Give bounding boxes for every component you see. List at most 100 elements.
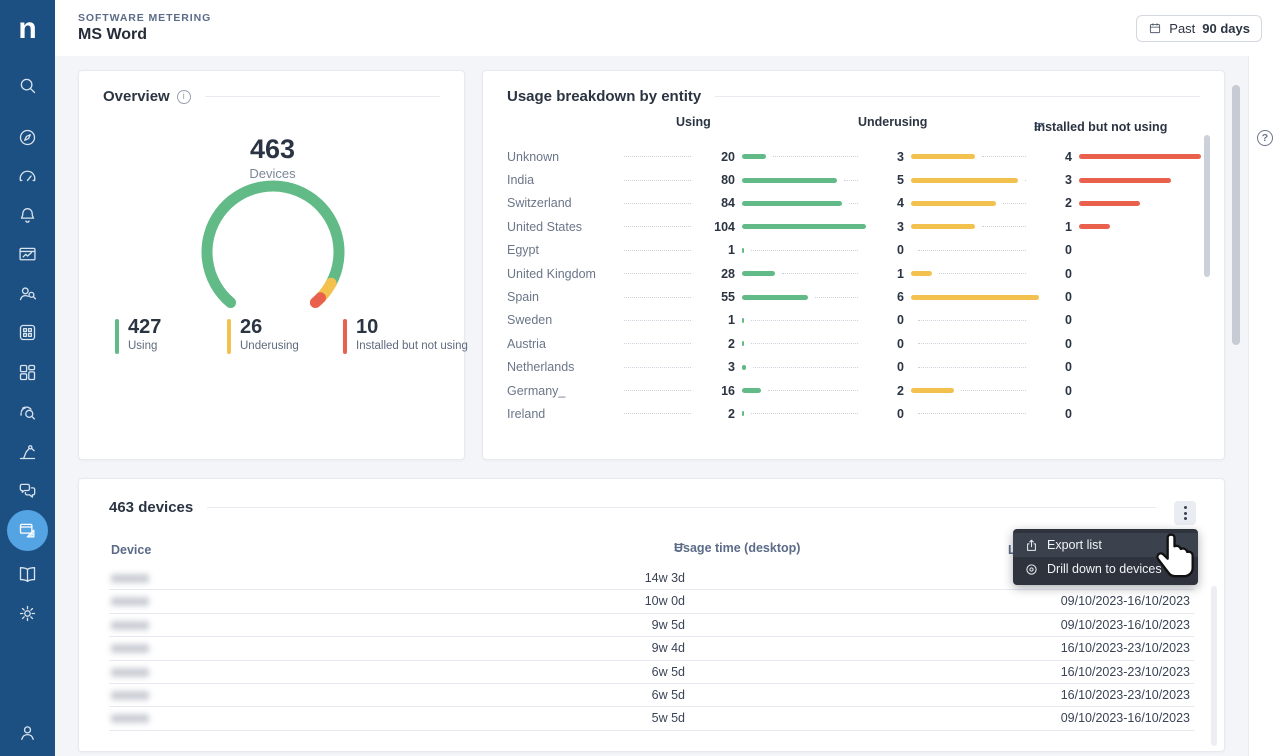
underusing-bar-zone bbox=[904, 285, 1039, 308]
usage-time-cell: 9w 5d bbox=[651, 617, 685, 632]
entity-label: Switzerland bbox=[507, 196, 572, 211]
software-metering-active-item[interactable] bbox=[7, 510, 48, 551]
using-bar bbox=[742, 177, 838, 183]
app-logo[interactable]: n bbox=[18, 12, 37, 45]
not-using-bar bbox=[1079, 154, 1201, 160]
legend-value: 10 bbox=[356, 316, 379, 338]
more-actions-button[interactable] bbox=[1174, 501, 1196, 525]
dotted-leader bbox=[814, 296, 858, 298]
entity-row: Spain 55 6 0 bbox=[507, 285, 1200, 308]
using-bar-zone bbox=[735, 285, 866, 308]
underusing-bar bbox=[911, 294, 1039, 300]
device-table-row[interactable]: 6w 5d 16/10/2023-23/10/2023 bbox=[109, 661, 1194, 684]
menu-item-export-list[interactable]: Export list bbox=[1013, 533, 1198, 557]
dotted-leader bbox=[1003, 202, 1026, 204]
monitor-chart-icon[interactable] bbox=[0, 234, 55, 274]
gauge-icon[interactable] bbox=[0, 156, 55, 196]
user-search-icon[interactable] bbox=[0, 273, 55, 313]
export-icon bbox=[1027, 539, 1036, 551]
fingerprint-search-icon[interactable] bbox=[0, 392, 55, 432]
device-table-row[interactable]: 6w 5d 16/10/2023-23/10/2023 bbox=[109, 684, 1194, 708]
dotted-leader bbox=[624, 319, 691, 321]
using-bar-zone bbox=[735, 332, 866, 355]
divider bbox=[204, 96, 440, 97]
date-range-button[interactable]: Past 90 days bbox=[1136, 14, 1262, 42]
not-using-bar-zone bbox=[1072, 262, 1200, 285]
dotted-leader bbox=[624, 156, 691, 158]
device-table-row[interactable]: 10w 0d 09/10/2023-16/10/2023 bbox=[109, 590, 1194, 614]
device-table-row[interactable]: 9w 5d 09/10/2023-16/10/2023 bbox=[109, 614, 1194, 638]
not-using-value: 0 bbox=[1065, 313, 1072, 328]
column-header-usage-time[interactable]: Usage time (desktop) bbox=[674, 540, 801, 555]
underusing-bar bbox=[911, 271, 933, 277]
entity-row: Sweden 1 0 0 bbox=[507, 309, 1200, 332]
column-header-not-using[interactable]: Installed but not using bbox=[1034, 119, 1168, 134]
dotted-leader bbox=[960, 390, 1026, 392]
chat-bubbles-icon[interactable] bbox=[0, 470, 55, 510]
using-bar-zone bbox=[735, 356, 866, 379]
devices-column-headers: Device Usage time (desktop) L bbox=[109, 540, 1194, 560]
entity-row: Unknown 20 3 4 bbox=[507, 145, 1201, 168]
open-book-icon[interactable] bbox=[0, 554, 55, 594]
page-title: MS Word bbox=[78, 26, 148, 43]
dotted-leader bbox=[624, 366, 691, 368]
entity-label: Ireland bbox=[507, 406, 546, 421]
column-header-last-used[interactable]: L bbox=[1008, 543, 1016, 557]
underusing-value: 5 bbox=[897, 173, 904, 188]
underusing-bar-zone bbox=[904, 262, 1034, 285]
column-header-device[interactable]: Device bbox=[111, 543, 152, 557]
user-icon[interactable] bbox=[0, 712, 55, 752]
underusing-value: 0 bbox=[897, 243, 904, 258]
not-using-bar-zone bbox=[1072, 309, 1200, 332]
table-scrollbar[interactable] bbox=[1211, 586, 1217, 746]
layout-blocks-icon[interactable] bbox=[0, 352, 55, 392]
dotted-leader bbox=[982, 226, 1026, 228]
devices-card: 463 devices Device Usage time (desktop) … bbox=[78, 478, 1225, 752]
underusing-bar-zone bbox=[904, 379, 1034, 402]
using-bar bbox=[742, 411, 745, 417]
dotted-leader bbox=[624, 413, 691, 415]
device-table-row[interactable]: 5w 5d 09/10/2023-16/10/2023 bbox=[109, 707, 1194, 731]
menu-item-drill-down[interactable]: Drill down to devices bbox=[1013, 557, 1198, 581]
using-bar bbox=[742, 224, 866, 230]
apps-grid-icon[interactable] bbox=[0, 312, 55, 352]
usage-time-cell: 14w 3d bbox=[644, 571, 685, 585]
not-using-bar bbox=[1079, 200, 1140, 206]
using-value: 1 bbox=[728, 243, 735, 258]
info-icon[interactable]: i bbox=[176, 89, 191, 104]
underusing-value: 3 bbox=[897, 219, 904, 234]
page-scrollbar[interactable] bbox=[1232, 85, 1240, 345]
not-using-bar-zone bbox=[1072, 379, 1200, 402]
dotted-leader bbox=[849, 202, 858, 204]
devices-rows: 14w 3d 09/10/2023-16/10/2023 10w 0d 09/1… bbox=[109, 567, 1194, 731]
dotted-leader bbox=[772, 156, 858, 158]
search-icon[interactable] bbox=[0, 65, 55, 105]
dotted-leader bbox=[751, 319, 858, 321]
entity-row: United Kingdom 28 1 0 bbox=[507, 262, 1200, 285]
using-bar-zone bbox=[735, 215, 866, 238]
underusing-value: 3 bbox=[897, 149, 904, 164]
not-using-value: 0 bbox=[1065, 360, 1072, 375]
using-bar-zone bbox=[735, 145, 866, 168]
underusing-value: 0 bbox=[897, 406, 904, 421]
entity-label: Netherlands bbox=[507, 360, 575, 375]
dotted-leader bbox=[918, 366, 1026, 368]
bell-icon[interactable] bbox=[0, 195, 55, 235]
overview-title: Overview bbox=[103, 88, 170, 105]
legend-color-bar bbox=[343, 319, 347, 354]
compass-icon[interactable] bbox=[0, 117, 55, 157]
gear-icon[interactable] bbox=[0, 593, 55, 633]
entity-row: Netherlands 3 0 0 bbox=[507, 356, 1200, 379]
device-table-row[interactable]: 9w 4d 16/10/2023-23/10/2023 bbox=[109, 637, 1194, 661]
legend-item-underusing: 26 Underusing bbox=[227, 316, 299, 354]
robot-arm-icon[interactable] bbox=[0, 431, 55, 471]
devices-gauge-chart bbox=[183, 174, 363, 334]
legend-color-bar bbox=[227, 319, 231, 354]
using-value: 1 bbox=[728, 313, 735, 328]
help-icon[interactable]: ? bbox=[1257, 130, 1273, 146]
breakdown-scrollbar[interactable] bbox=[1204, 135, 1210, 277]
dotted-leader bbox=[768, 390, 858, 392]
breakdown-column-headers: Using Underusing Installed but not using bbox=[676, 115, 1168, 134]
dotted-leader bbox=[918, 413, 1026, 415]
entity-row: Ireland 2 0 0 bbox=[507, 402, 1200, 425]
